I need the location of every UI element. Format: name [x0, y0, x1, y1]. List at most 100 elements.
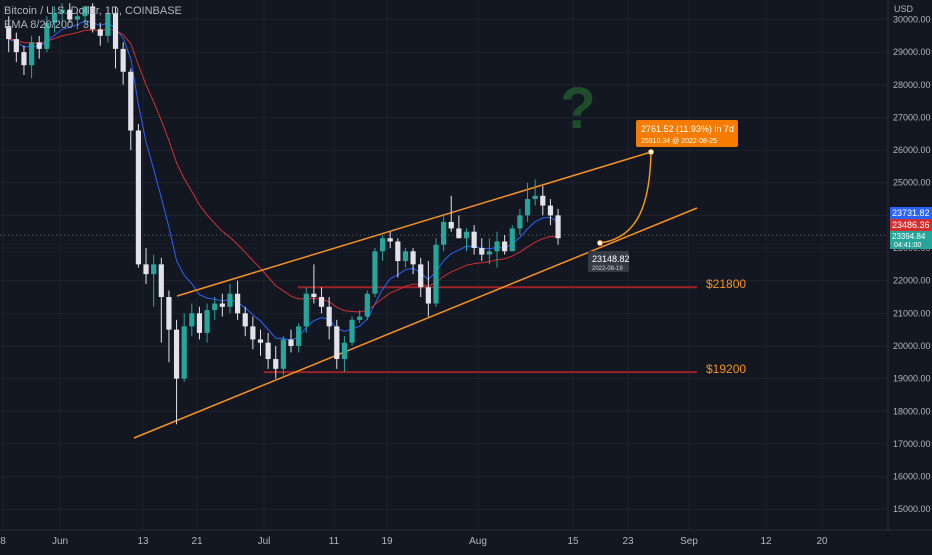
candle-body [97, 29, 103, 36]
projection-end-point [648, 149, 654, 155]
candle-body [524, 199, 531, 216]
candle-body [219, 303, 225, 307]
y-tick-label: 15000.00 [893, 504, 931, 514]
y-tick-label: 18000.00 [893, 406, 931, 416]
candle-body [151, 264, 157, 275]
indicator-title[interactable]: EMA 8/20/200 · 3 [4, 19, 89, 31]
ema-price-text: 23486.36 [892, 220, 930, 230]
candle-body [341, 342, 348, 360]
candle-body [74, 16, 80, 20]
y-tick-label: 27000.00 [893, 112, 931, 122]
ema-price-tag [890, 219, 932, 231]
candle-body [189, 313, 195, 327]
candle-body [128, 71, 134, 131]
y-tick-label: 21000.00 [893, 308, 931, 318]
y-tick-label: 22000.00 [893, 276, 931, 286]
candle-body [143, 264, 149, 275]
candle-body [349, 319, 355, 343]
projection-target-text: 25910.34 @ 2022-08-25 [641, 138, 717, 145]
candle-body [540, 195, 546, 206]
y-tick-label: 26000.00 [893, 145, 931, 155]
projection-tooltip-box [636, 120, 738, 147]
y-tick-label: 28000.00 [893, 80, 931, 90]
candle-body [410, 251, 416, 265]
last-price-tag [890, 207, 932, 219]
candle-body [311, 293, 317, 297]
candle-body [280, 339, 286, 369]
candle-body [357, 316, 363, 320]
candle-body [166, 296, 172, 330]
candle-body [532, 195, 538, 200]
candle-body [425, 287, 431, 304]
candle-body [494, 241, 500, 252]
x-tick-label: 19 [381, 536, 393, 547]
candle-body [181, 326, 187, 379]
candle-body [235, 293, 241, 314]
current-price-text: 23394.84 [892, 232, 926, 241]
candle-body [44, 22, 50, 49]
candle-body [418, 264, 424, 288]
grid [0, 0, 888, 530]
candle-body [479, 248, 485, 255]
candle-body [196, 313, 203, 333]
y-tick-label: 25000.00 [893, 178, 931, 188]
candle-body [448, 221, 454, 229]
current-price-tag [890, 231, 932, 249]
candle-body [36, 42, 42, 49]
candle-body [433, 244, 439, 304]
candle-body [509, 228, 515, 252]
projection-start-price: 23148.82 [592, 254, 630, 264]
candle-body [364, 293, 370, 317]
candle-body [28, 42, 35, 66]
candle-body [135, 130, 142, 265]
channel-lines [133, 151, 698, 439]
candle-body [547, 205, 554, 216]
channel-lower-line [133, 207, 698, 439]
candle-body [395, 241, 401, 262]
candle-body [326, 306, 332, 327]
y-tick-label: 16000.00 [893, 472, 931, 482]
projection-curve [599, 151, 652, 244]
horizontal-levels [264, 286, 697, 374]
candle-body [296, 326, 302, 346]
level-label-19200: $19200 [706, 362, 746, 376]
candle-body [120, 48, 126, 72]
candle-body [372, 251, 378, 294]
symbol-title[interactable]: Bitcoin / U.S. Dollar, 1D, COINBASE [4, 5, 182, 17]
projection [597, 149, 654, 246]
x-tick-label: 23 [622, 536, 634, 547]
x-tick-label: 20 [816, 536, 828, 547]
projection-start-date: 2022-08-19 [592, 266, 623, 272]
candle-body [318, 296, 325, 307]
question-mark-annotation: ? [560, 76, 595, 141]
x-tick-label: Jul [258, 536, 271, 547]
candle-body [112, 12, 119, 49]
x-tick-label: 21 [191, 536, 203, 547]
candle-body [273, 359, 279, 369]
candle-body [402, 251, 409, 262]
candle-body [173, 329, 180, 379]
channel-upper-line [176, 151, 652, 297]
candle-body [105, 12, 111, 36]
candle-body [456, 228, 462, 239]
level-label-21800: $21800 [706, 277, 746, 291]
x-tick-label: Jun [52, 536, 68, 547]
y-tick-label: 30000.00 [893, 15, 931, 25]
candle-body [387, 238, 393, 242]
candle-body [250, 326, 256, 340]
y-tick-label: 20000.00 [893, 341, 931, 351]
x-tick-label: Aug [469, 536, 487, 547]
x-tick-label: Sep [680, 536, 698, 547]
candle-body [158, 264, 164, 297]
candle-body [441, 221, 447, 245]
y-tick-label: 19000.00 [893, 374, 931, 384]
candle-body [288, 339, 294, 346]
candle-body [555, 215, 561, 239]
last-price-text: 23731.82 [892, 208, 930, 218]
candle-body [463, 231, 470, 239]
projection-start-point [597, 240, 603, 246]
x-tick-label: 13 [137, 536, 149, 547]
